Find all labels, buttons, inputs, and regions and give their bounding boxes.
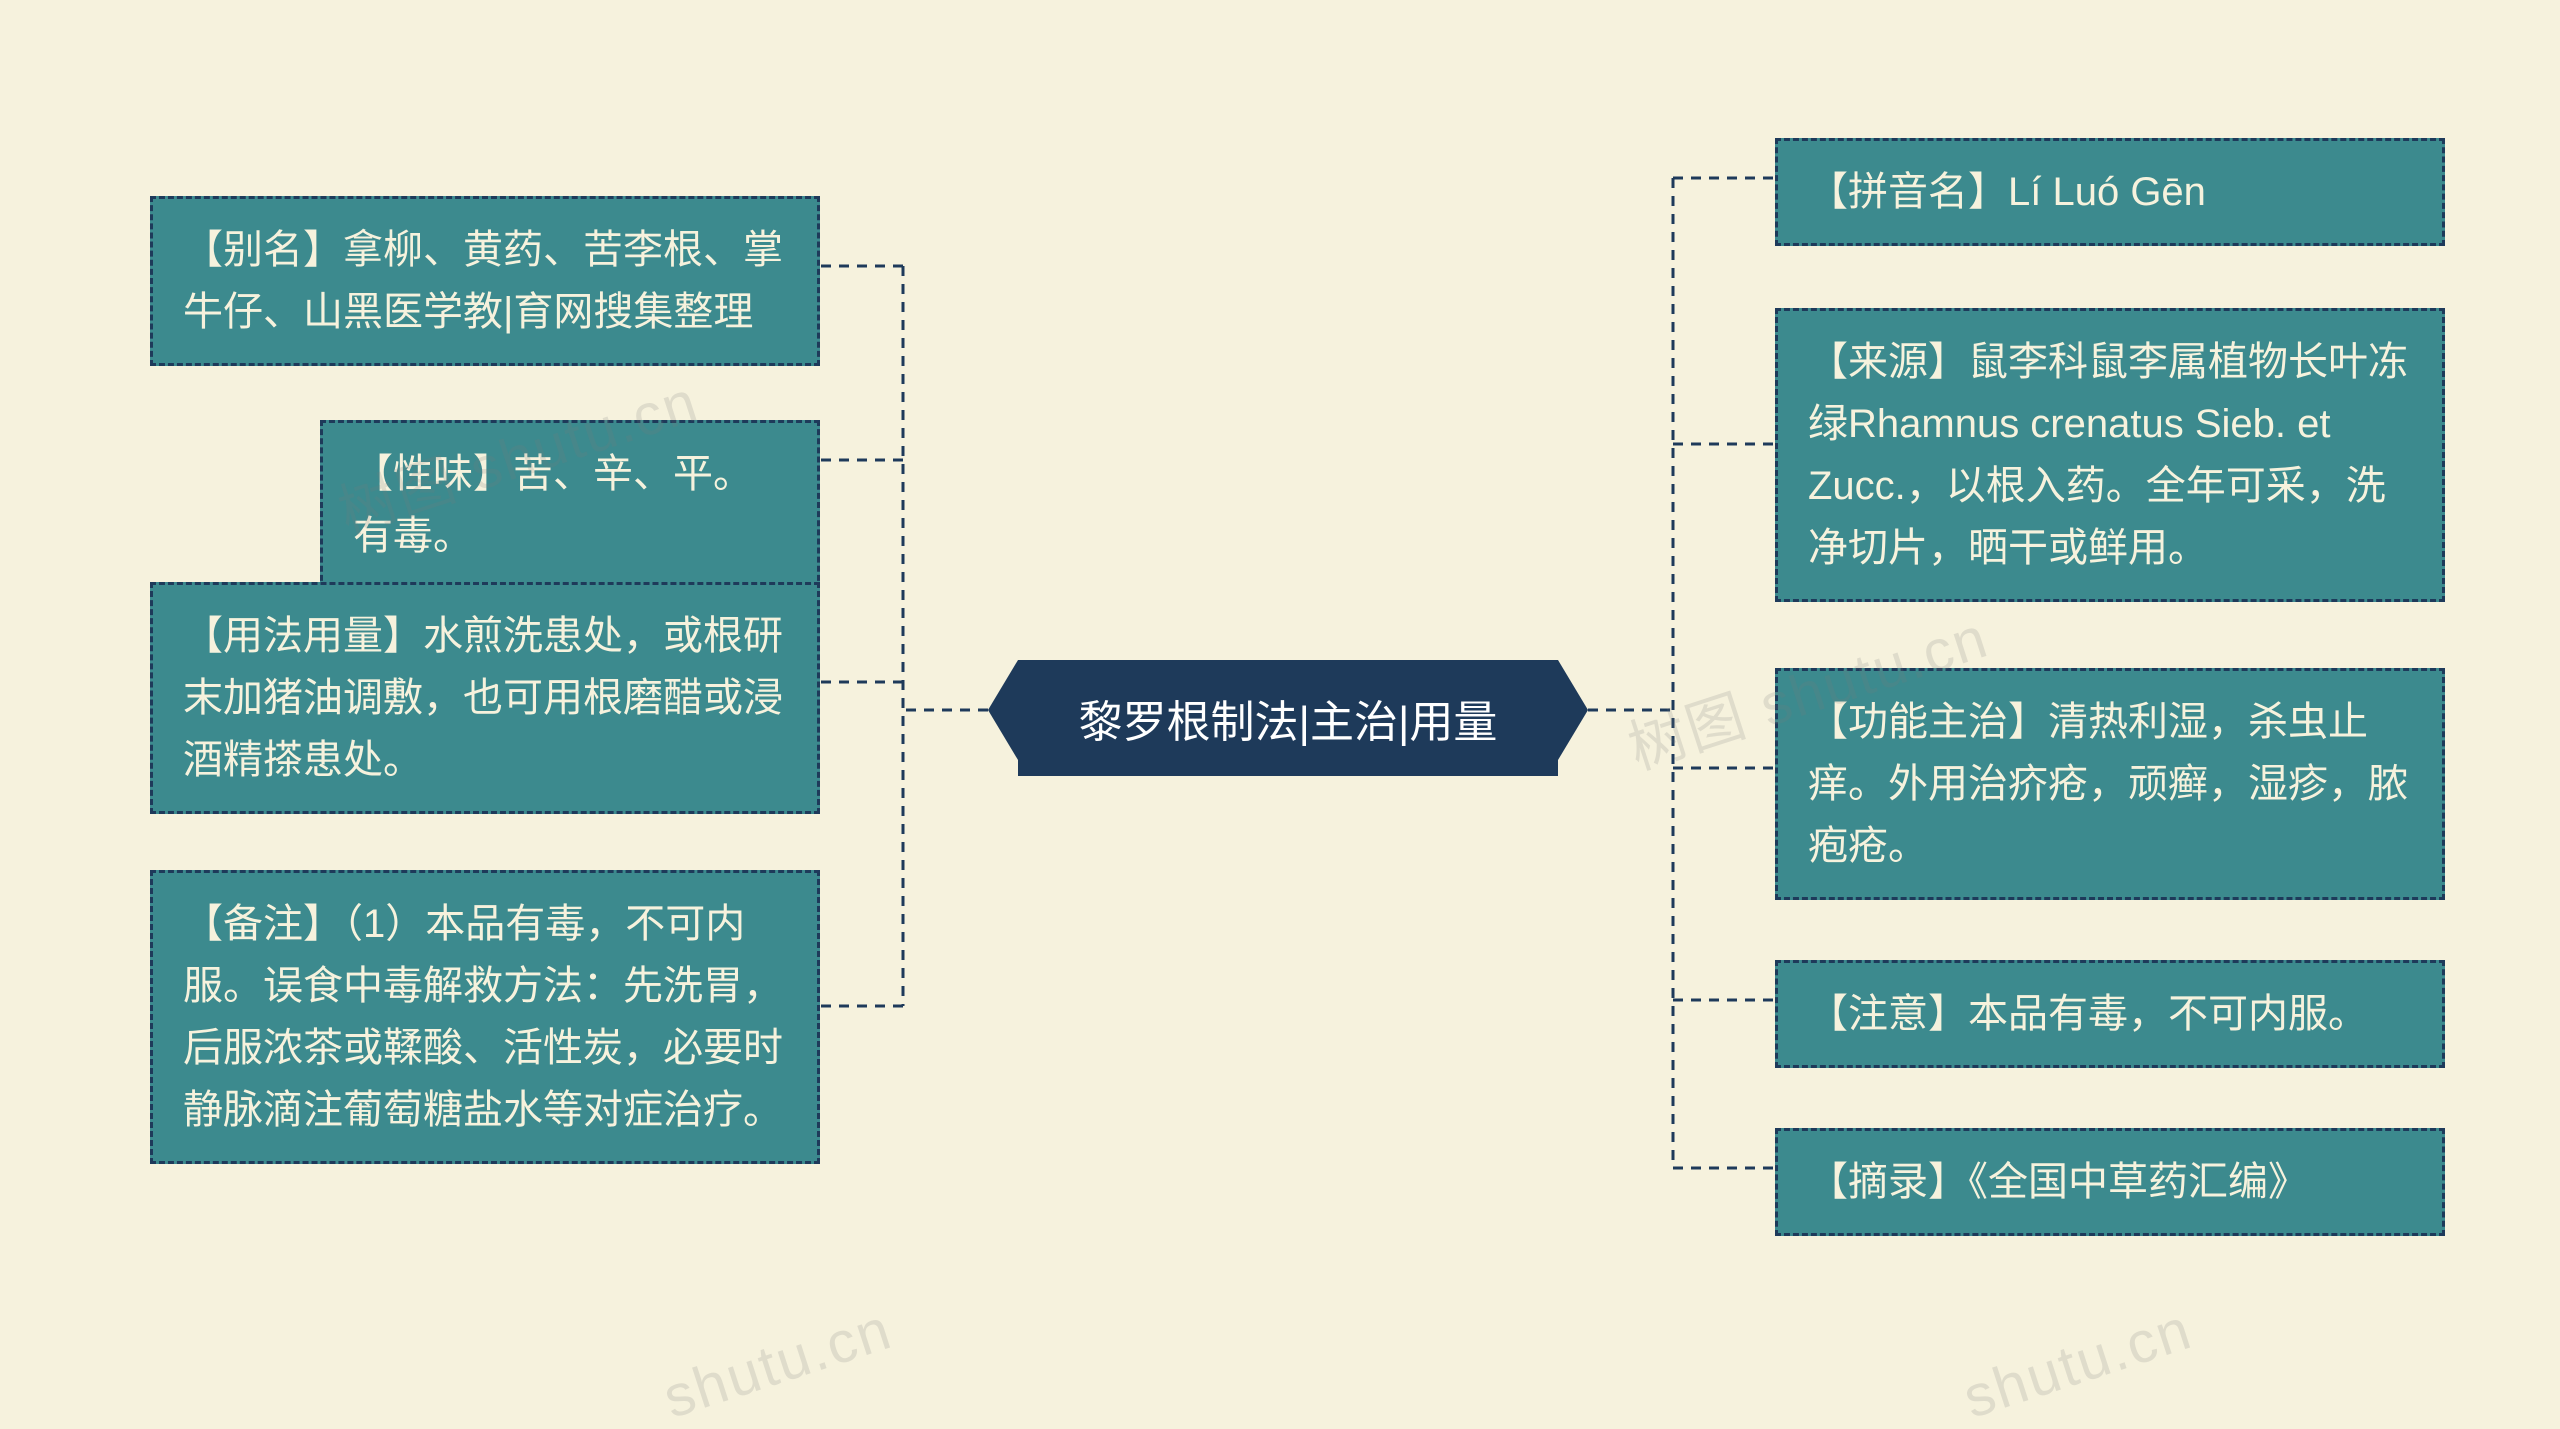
- leaf-alias: 【别名】拿柳、黄药、苦李根、掌牛仔、山黑医学教|育网搜集整理: [150, 196, 820, 366]
- leaf-record: 【摘录】《全国中草药汇编》: [1775, 1128, 2445, 1236]
- leaf-note: 【备注】（1）本品有毒，不可内服。误食中毒解救方法：先洗胃，后服浓茶或鞣酸、活性…: [150, 870, 820, 1164]
- center-node: 黎罗根制法|主治|用量: [1018, 660, 1558, 776]
- leaf-source: 【来源】鼠李科鼠李属植物长叶冻绿Rhamnus crenatus Sieb. e…: [1775, 308, 2445, 602]
- leaf-taste: 【性味】苦、辛、平。有毒。: [320, 420, 820, 590]
- leaf-caution: 【注意】本品有毒，不可内服。: [1775, 960, 2445, 1068]
- leaf-usage: 【用法用量】水煎洗患处，或根研末加猪油调敷，也可用根磨醋或浸酒精搽患处。: [150, 582, 820, 814]
- leaf-pinyin: 【拼音名】Lí Luó Gēn: [1775, 138, 2445, 246]
- watermark-2: shutu.cn: [655, 1295, 899, 1429]
- leaf-function: 【功能主治】清热利湿，杀虫止痒。外用治疥疮，顽癣，湿疹，脓疱疮。: [1775, 668, 2445, 900]
- watermark-3: shutu.cn: [1955, 1295, 2199, 1429]
